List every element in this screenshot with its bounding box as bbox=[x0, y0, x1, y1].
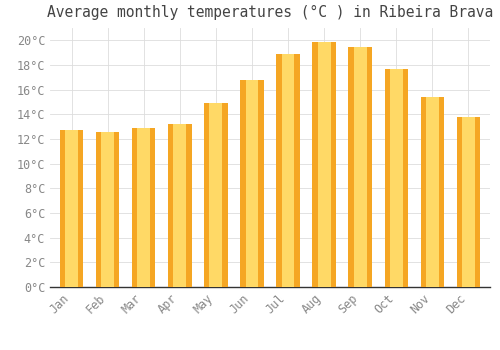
Bar bbox=[426, 97, 438, 287]
Bar bbox=[240, 80, 264, 287]
Bar bbox=[282, 54, 294, 287]
Bar bbox=[420, 97, 444, 287]
Bar bbox=[138, 128, 150, 287]
Title: Average monthly temperatures (°C ) in Ribeira Brava: Average monthly temperatures (°C ) in Ri… bbox=[47, 5, 493, 20]
Bar bbox=[456, 117, 480, 287]
Bar bbox=[168, 124, 192, 287]
Bar bbox=[65, 130, 78, 287]
Bar bbox=[102, 132, 114, 287]
Bar bbox=[96, 132, 120, 287]
Bar bbox=[210, 103, 222, 287]
Bar bbox=[246, 80, 258, 287]
Bar bbox=[462, 117, 475, 287]
Bar bbox=[174, 124, 186, 287]
Bar bbox=[348, 47, 372, 287]
Bar bbox=[354, 47, 366, 287]
Bar bbox=[384, 69, 408, 287]
Bar bbox=[318, 42, 330, 287]
Bar bbox=[276, 54, 300, 287]
Bar bbox=[204, 103, 228, 287]
Bar bbox=[390, 69, 402, 287]
Bar bbox=[312, 42, 336, 287]
Bar bbox=[132, 128, 156, 287]
Bar bbox=[60, 130, 84, 287]
